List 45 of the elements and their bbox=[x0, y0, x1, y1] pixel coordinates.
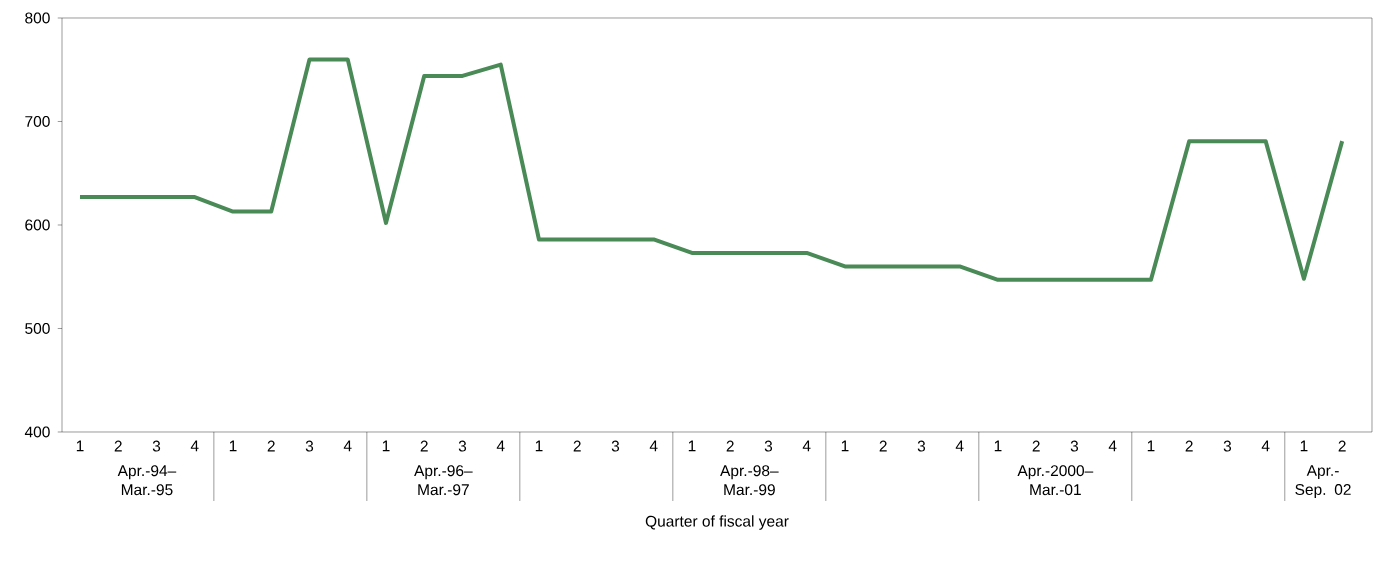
x-tick-label: 4 bbox=[955, 440, 964, 452]
x-tick-label: 2 bbox=[573, 440, 581, 452]
x-tick-label: 4 bbox=[802, 440, 811, 452]
text: Apr.-94– Mar.-95 bbox=[117, 465, 177, 496]
x-tick-label: 2 bbox=[1185, 440, 1193, 452]
x-tick-label: 4 bbox=[649, 440, 658, 452]
x-tick-label: 1 bbox=[1300, 440, 1308, 452]
x-tick-label: 4 bbox=[1261, 440, 1270, 452]
x-tick-label: 1 bbox=[535, 440, 543, 452]
y-tick-label: 500 bbox=[25, 323, 50, 334]
x-tick-label: 3 bbox=[1223, 440, 1232, 452]
x-tick-label: 2 bbox=[1032, 440, 1040, 452]
text: Apr.- Sep. 02 bbox=[1295, 465, 1351, 499]
text: Apr.-96– Mar.-97 bbox=[414, 465, 473, 496]
x-tick-label: 1 bbox=[1147, 440, 1155, 452]
x-tick-label: 3 bbox=[611, 440, 620, 452]
x-tick-label: 1 bbox=[994, 440, 1002, 452]
x-tick-label: 4 bbox=[343, 440, 352, 452]
x-tick-label: 2 bbox=[267, 440, 275, 452]
x-tick-label: 1 bbox=[382, 440, 390, 452]
x-tick-label: 2 bbox=[420, 440, 428, 452]
x-tick-label: 2 bbox=[879, 440, 887, 452]
x-tick-label: 2 bbox=[1338, 440, 1346, 452]
x-tick-label: 4 bbox=[190, 440, 199, 452]
x-axis-title: Quarter of fiscal year bbox=[645, 515, 789, 530]
y-tick-label: 700 bbox=[25, 116, 50, 127]
x-tick-label: 3 bbox=[1070, 440, 1079, 452]
x-tick-label: 3 bbox=[458, 440, 467, 452]
x-tick-label: 2 bbox=[726, 440, 734, 452]
x-tick-label: 2 bbox=[114, 440, 122, 452]
x-tick-label: 4 bbox=[1108, 440, 1117, 452]
text: Apr.-2000– Mar.-01 bbox=[1017, 465, 1094, 496]
x-tick-label: 1 bbox=[841, 440, 849, 452]
x-tick-label: 1 bbox=[76, 440, 84, 452]
x-tick-label: 1 bbox=[688, 440, 696, 452]
x-tick-label: 3 bbox=[305, 440, 314, 452]
y-tick-label: 600 bbox=[25, 219, 50, 231]
x-tick-label: 3 bbox=[917, 440, 926, 452]
x-tick-label: 3 bbox=[764, 440, 773, 452]
x-tick-label: 4 bbox=[496, 440, 505, 452]
y-tick-label: 800 bbox=[25, 12, 50, 24]
text: Apr.-98– Mar.-99 bbox=[720, 465, 779, 496]
x-tick-label: 1 bbox=[229, 440, 237, 452]
y-tick-label: 400 bbox=[24, 426, 50, 438]
x-tick-label: 3 bbox=[152, 440, 161, 452]
